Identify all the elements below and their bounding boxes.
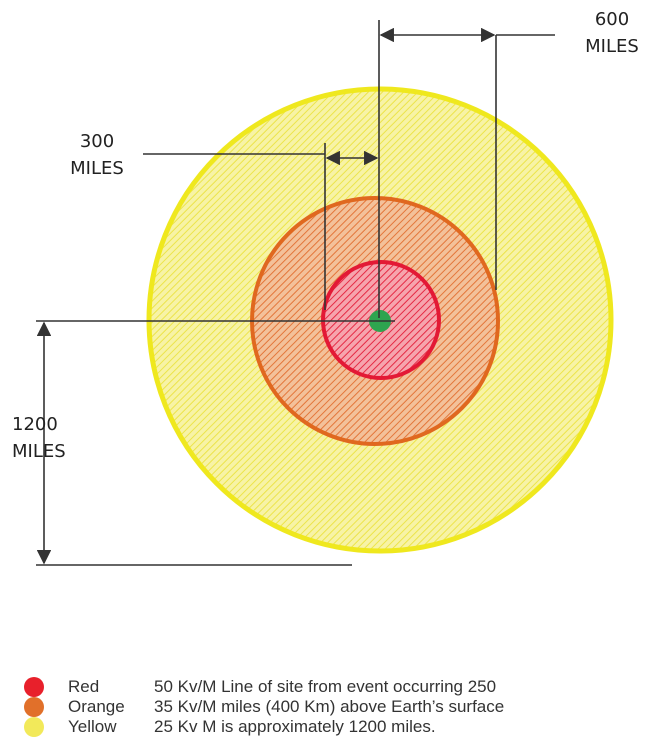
label-1200-value: 1200 (12, 414, 58, 435)
yellow-swatch (24, 717, 44, 737)
legend-description: 50 Kv/M Line of site from event occurrin… (154, 677, 497, 696)
legend-description: 25 Kv M is approximately 1200 miles. (154, 717, 436, 736)
label-600-unit: MILES (585, 36, 639, 57)
legend-name: Orange (68, 697, 125, 716)
label-300-unit: MILES (70, 158, 124, 179)
legend-description: 35 Kv/M miles (400 Km) above Earth’s sur… (154, 697, 505, 716)
label-600-value: 600 (594, 9, 630, 30)
label-300-value: 300 (79, 131, 115, 152)
red-swatch (24, 677, 44, 697)
legend-name: Yellow (68, 717, 117, 736)
label-1200-unit: MILES (12, 441, 66, 462)
label-1200-miles: 1200 MILES (4, 411, 92, 465)
label-300-miles: 300 MILES (55, 128, 139, 182)
legend-name: Red (68, 677, 100, 696)
emp-radius-diagram (36, 20, 614, 566)
label-600-miles: 600 MILES (576, 6, 648, 60)
orange-swatch (24, 697, 44, 717)
